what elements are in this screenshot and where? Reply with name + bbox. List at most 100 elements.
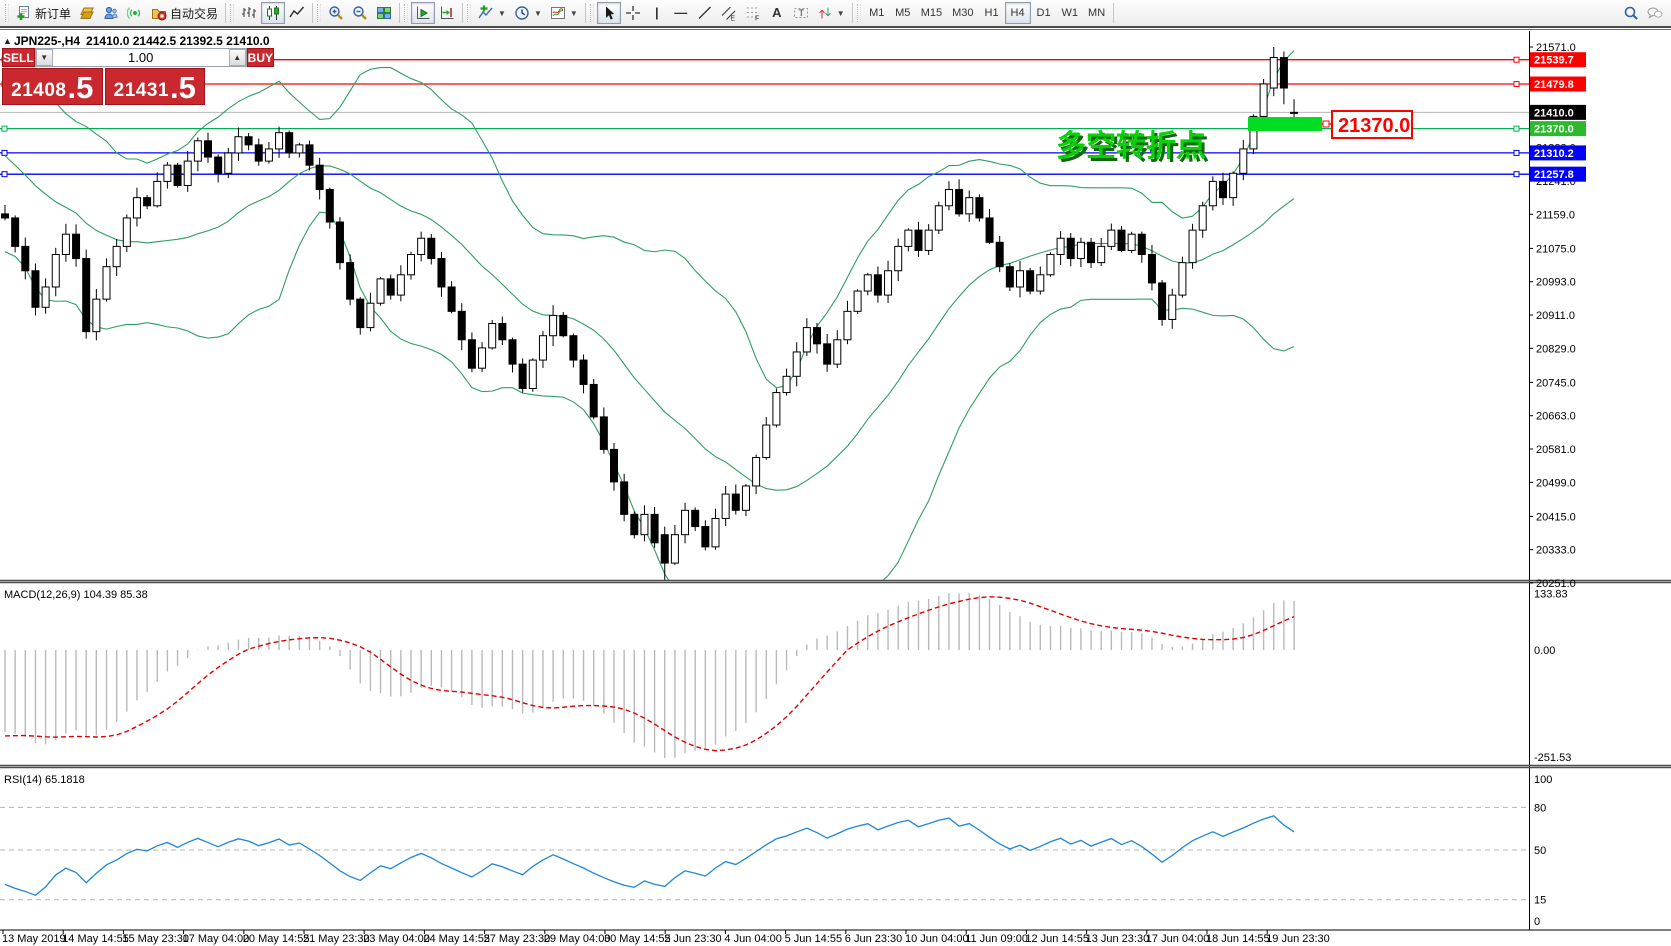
vertical-line-icon: |	[654, 5, 659, 20]
candle-body	[640, 513, 649, 536]
signals-button[interactable]	[123, 2, 147, 24]
tile-windows-button[interactable]	[372, 2, 396, 24]
price-tick-label: 20415.0	[1536, 511, 1576, 523]
candle-body	[691, 509, 700, 528]
templates-dropdown-arrow[interactable]: ▼	[569, 8, 578, 18]
tf-d1-button[interactable]: D1	[1031, 2, 1057, 24]
arrows-icon	[819, 7, 831, 19]
price-level-badge-text: 21370.0	[1534, 124, 1574, 136]
time-label: 2 Jun 23:30	[664, 933, 722, 945]
indicators-dropdown-arrow[interactable]: ▼	[498, 8, 506, 18]
candle-body	[457, 310, 466, 341]
cursor-button[interactable]	[596, 2, 621, 24]
volume-input[interactable]	[52, 49, 229, 66]
candle-body	[335, 221, 344, 264]
candle-body	[447, 286, 456, 312]
text-button[interactable]: A	[765, 2, 789, 24]
tf-m15-button[interactable]: M15	[916, 2, 947, 24]
buy-button[interactable]: BUY	[246, 48, 275, 67]
candle-body	[975, 197, 984, 219]
macd-axis-label: 0.00	[1534, 645, 1555, 657]
crosshair-button[interactable]	[621, 2, 645, 24]
buy-price-button[interactable]: 21431 .5	[104, 68, 205, 105]
vertical-line-button[interactable]: |	[645, 2, 669, 24]
time-label: 6 Jun 23:30	[845, 933, 903, 945]
line-endpoint-square[interactable]	[1513, 171, 1520, 178]
price-callout-box[interactable]	[1331, 110, 1413, 139]
chart-shift-button[interactable]	[435, 2, 459, 24]
candle-body	[61, 233, 70, 255]
equidistant-channel-button[interactable]: E	[717, 2, 741, 24]
tf-m1-button[interactable]: M1	[864, 2, 890, 24]
tf-h4-button[interactable]: H4	[1004, 2, 1031, 24]
highlight-rect[interactable]	[1248, 117, 1322, 131]
toolbar-separator	[462, 3, 464, 23]
line-endpoint-square[interactable]	[1513, 149, 1520, 156]
sell-button[interactable]: SELL	[2, 48, 35, 67]
new-order-button[interactable]: 新订单	[12, 2, 75, 24]
candlestick-chart-button[interactable]	[261, 2, 286, 24]
turning-point-note[interactable]: 多空转折点	[1056, 130, 1206, 163]
auto-scroll-button[interactable]	[411, 2, 436, 24]
sell-price-button[interactable]: 21408 .5	[2, 68, 103, 105]
trend-line-button[interactable]	[693, 2, 717, 24]
macd-signal-line	[4, 596, 1295, 752]
market-watch-button[interactable]	[75, 2, 99, 24]
volume-decrease-button[interactable]: ▼	[35, 49, 53, 66]
toolbar-group-grip	[856, 4, 861, 22]
time-label: 24 May 14:55	[423, 933, 490, 945]
line-endpoint-square[interactable]	[1, 149, 8, 156]
text-icon: A	[772, 5, 782, 20]
line-endpoint-square[interactable]	[1513, 81, 1520, 88]
line-endpoint-square[interactable]	[1513, 56, 1520, 63]
candle-body	[782, 375, 791, 394]
tf-w1-button[interactable]: W1	[1057, 2, 1084, 24]
tf-m30-button[interactable]: M30	[947, 2, 978, 24]
tf-m5-button[interactable]: M5	[890, 2, 916, 24]
text-label-button[interactable]: T	[789, 2, 813, 24]
periods-button[interactable]: ▼	[510, 2, 546, 24]
zoom-out-button[interactable]	[348, 2, 372, 24]
candle-body	[295, 144, 304, 154]
panel-collapse-arrow[interactable]: ▲	[3, 36, 12, 46]
horizontal-line-icon: —	[674, 5, 688, 20]
candle-body	[1158, 282, 1167, 320]
rsi-axis-label: 50	[1534, 845, 1546, 857]
candle-body	[51, 253, 60, 288]
bar-chart-button[interactable]	[237, 2, 261, 24]
line-endpoint-square[interactable]	[1, 171, 8, 178]
candlestick-chart-icon	[267, 6, 280, 20]
line-chart-button[interactable]	[285, 2, 309, 24]
chat-button[interactable]	[1643, 2, 1667, 24]
tf-mn-button[interactable]: MN	[1083, 2, 1110, 24]
price-chart-svg[interactable]: 多空转折点 多空转折点 21370.0 133.830.00-251.53100…	[0, 30, 1671, 946]
horizontal-line-button[interactable]: —	[669, 2, 693, 24]
autotrading-button[interactable]: 自动交易	[147, 2, 222, 24]
volume-increase-button[interactable]: ▲	[228, 49, 246, 66]
templates-button[interactable]: ▼	[546, 2, 582, 24]
candle-body	[741, 485, 750, 511]
candle-body	[21, 245, 30, 272]
tf-h1-button[interactable]: H1	[979, 2, 1005, 24]
fibonacci-icon: F	[746, 7, 759, 21]
community-icon	[104, 6, 118, 19]
zoom-in-button[interactable]	[324, 2, 348, 24]
search-button[interactable]	[1619, 2, 1643, 24]
candle-body	[153, 180, 162, 207]
arrows-dropdown-arrow[interactable]: ▼	[836, 8, 845, 18]
time-label: 13 May 2019	[2, 933, 66, 945]
periods-dropdown-arrow[interactable]: ▼	[533, 8, 542, 18]
time-label: 29 May 04:00	[544, 933, 611, 945]
indicators-button[interactable]: ▼	[474, 2, 510, 24]
line-endpoint-square[interactable]	[1, 125, 8, 132]
zoom-in-icon	[329, 6, 343, 20]
price-tick-label: 20251.0	[1536, 578, 1576, 590]
candle-body	[904, 229, 913, 247]
community-button[interactable]	[99, 2, 123, 24]
candle-body	[1188, 229, 1197, 264]
price-tick-label: 20829.0	[1536, 343, 1576, 355]
candle-body	[620, 481, 629, 515]
fibonacci-button[interactable]: F	[741, 2, 765, 24]
line-endpoint-square[interactable]	[1513, 125, 1520, 132]
arrows-button[interactable]: ▼	[813, 2, 849, 24]
